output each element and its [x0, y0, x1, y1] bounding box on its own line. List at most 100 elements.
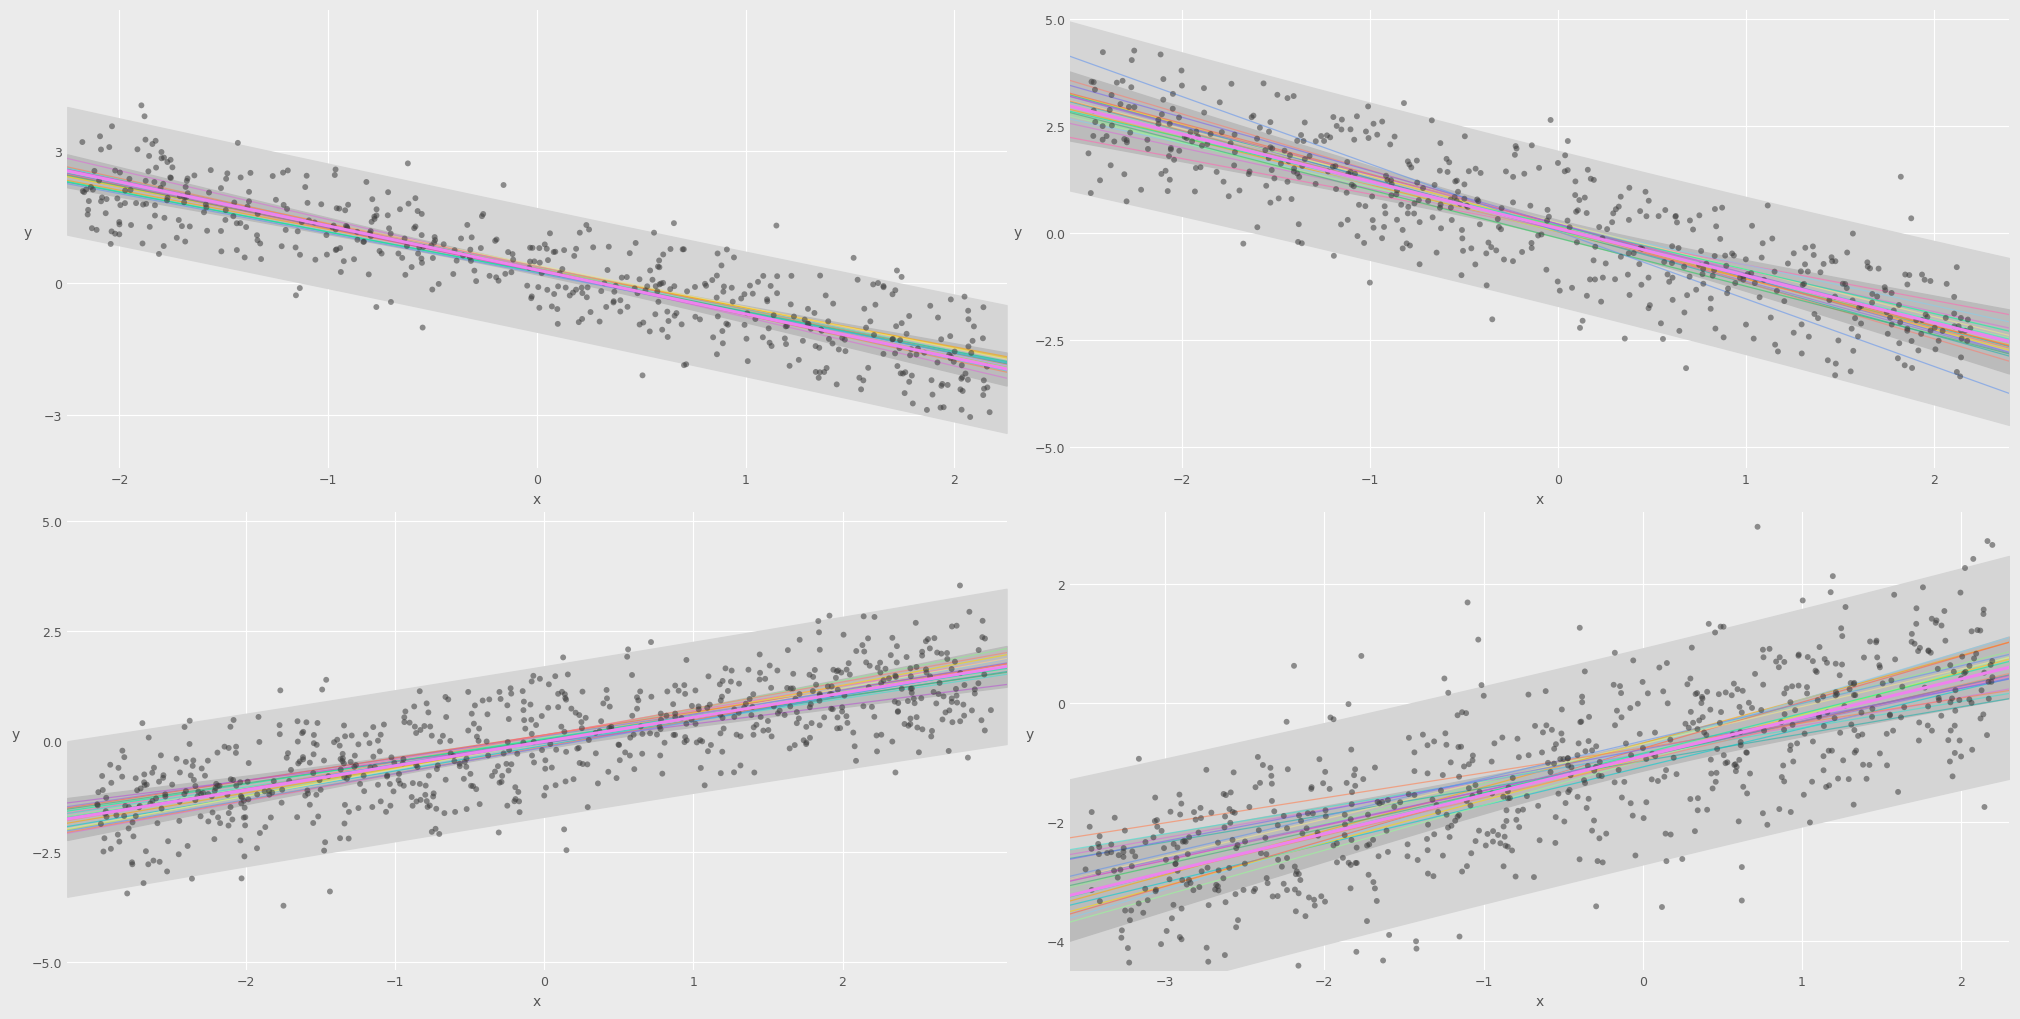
Point	[584, 314, 616, 330]
Point	[1471, 278, 1503, 294]
Point	[255, 809, 287, 825]
Point	[152, 834, 184, 850]
Point	[545, 684, 578, 700]
Point	[1325, 217, 1357, 233]
Point	[145, 151, 178, 167]
Point	[487, 746, 519, 762]
Point	[416, 789, 448, 805]
Point	[178, 168, 210, 184]
Point	[265, 238, 297, 255]
Point	[1339, 944, 1372, 960]
Point	[533, 226, 566, 243]
Point	[452, 722, 485, 739]
Point	[774, 699, 806, 715]
Point	[551, 666, 584, 683]
Point	[1711, 285, 1743, 302]
Point	[618, 761, 650, 777]
Point	[1929, 633, 1961, 649]
Point	[852, 680, 885, 696]
Point	[955, 702, 988, 718]
Point	[1319, 181, 1351, 198]
Point	[1262, 852, 1295, 868]
Point	[1967, 664, 2000, 681]
Point	[1972, 533, 2004, 549]
Point	[418, 235, 450, 252]
Point	[174, 219, 206, 235]
Point	[1705, 231, 1737, 248]
Point	[1295, 780, 1327, 796]
Point	[796, 683, 828, 699]
Point	[1317, 110, 1349, 126]
Point	[305, 782, 337, 798]
Point	[590, 300, 622, 316]
Point	[1093, 103, 1125, 119]
Point	[923, 676, 955, 692]
Point	[1157, 153, 1190, 169]
Point	[1656, 238, 1689, 255]
Point	[531, 253, 564, 269]
Point	[656, 727, 689, 743]
Point	[111, 886, 143, 902]
Point	[778, 666, 810, 683]
Point	[212, 787, 244, 803]
Point	[814, 608, 846, 625]
Point	[1834, 682, 1866, 698]
Point	[1763, 659, 1796, 676]
Point	[289, 788, 321, 804]
Point	[1572, 734, 1604, 750]
Point	[418, 786, 450, 802]
Point	[566, 285, 598, 302]
Point	[1909, 272, 1941, 288]
Point	[382, 247, 414, 263]
Point	[1945, 671, 1978, 687]
Point	[875, 647, 907, 663]
Point	[594, 720, 626, 737]
Point	[1503, 749, 1535, 765]
Point	[228, 849, 261, 865]
Point	[1687, 267, 1719, 283]
Point	[297, 815, 329, 832]
Point	[745, 709, 778, 726]
Point	[1885, 315, 1917, 331]
Point	[1364, 796, 1396, 812]
Point	[753, 335, 786, 352]
Y-axis label: y: y	[1026, 728, 1034, 742]
Point	[1087, 132, 1119, 149]
Point	[265, 727, 297, 743]
Point	[604, 304, 636, 320]
Point	[747, 330, 780, 346]
Point	[1153, 149, 1186, 165]
Point	[753, 657, 786, 674]
Point	[164, 794, 196, 810]
Point	[1895, 211, 1927, 227]
Point	[1642, 773, 1675, 790]
Point	[1551, 785, 1584, 801]
Point	[1539, 835, 1572, 851]
Point	[1446, 231, 1479, 248]
Point	[1915, 645, 1947, 661]
Point	[955, 333, 988, 350]
Point	[743, 647, 776, 663]
Point	[1248, 76, 1281, 93]
Point	[947, 697, 980, 713]
Point	[525, 266, 558, 282]
Point	[1751, 817, 1784, 834]
Point	[1491, 802, 1523, 818]
Point	[1345, 648, 1378, 664]
Point	[1765, 714, 1798, 731]
Point	[879, 667, 911, 684]
Point	[947, 708, 980, 725]
Point	[364, 727, 396, 743]
Point	[1113, 912, 1145, 928]
Point	[1139, 790, 1172, 806]
Point	[1580, 759, 1612, 775]
Point	[487, 768, 519, 785]
Point	[1159, 856, 1192, 872]
Point	[1311, 128, 1343, 145]
Point	[691, 743, 723, 759]
Point	[1170, 834, 1202, 850]
Point	[1216, 76, 1248, 93]
Point	[955, 345, 988, 362]
Point	[180, 792, 212, 808]
Point	[768, 707, 800, 723]
